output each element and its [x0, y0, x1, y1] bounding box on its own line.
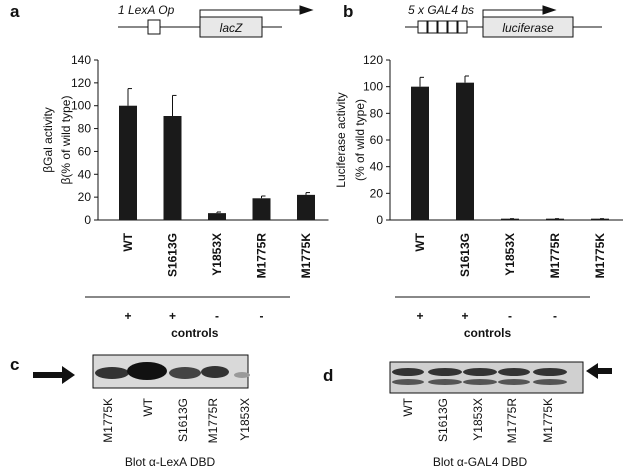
bar	[411, 86, 429, 221]
bar	[119, 105, 137, 220]
control-sign: +	[461, 309, 468, 323]
diagram-b	[405, 5, 602, 38]
promoter-label: 1 LexA Op	[118, 3, 175, 17]
y-tick-label: 100	[363, 80, 383, 94]
y-tick-label: 100	[71, 99, 91, 113]
lane-label: M1775K	[541, 398, 555, 443]
control-sign: +	[416, 309, 423, 323]
promoter-label: 5 x GAL4 bs	[408, 3, 474, 17]
y-tick-label: 80	[370, 106, 384, 120]
lane-label: S1613G	[176, 398, 190, 442]
x-tick-label: M1775R	[548, 233, 562, 279]
control-sign: -	[553, 309, 557, 323]
x-tick-label: Y1853X	[210, 233, 224, 276]
bar	[252, 198, 271, 220]
bar	[163, 116, 182, 220]
diagram-a	[118, 5, 314, 38]
y-tick-label: 20	[78, 190, 92, 204]
x-tick-label: M1775R	[255, 233, 269, 279]
y-tick-label: 20	[370, 186, 384, 200]
bar	[208, 213, 226, 220]
lane-label: M1775K	[101, 398, 115, 443]
bar	[546, 218, 564, 220]
y-tick-label: 120	[71, 76, 91, 90]
panel-label: c	[10, 355, 19, 374]
control-sign: +	[124, 309, 131, 323]
y-tick-label: 60	[370, 133, 384, 147]
lane-label: Y1853X	[471, 398, 485, 441]
bar	[456, 82, 474, 221]
blot-caption: Blot α-GAL4 DBD	[433, 455, 528, 469]
controls-label: controls	[464, 326, 512, 340]
lane-label: WT	[401, 397, 415, 416]
x-tick-label: Y1853X	[503, 233, 517, 276]
control-sign: -	[215, 309, 219, 323]
y-tick-label: 40	[78, 167, 92, 181]
controls-label: controls	[171, 326, 219, 340]
x-tick-label: WT	[413, 232, 427, 251]
control-sign: +	[169, 309, 176, 323]
control-sign: -	[260, 309, 264, 323]
blot-c	[33, 354, 250, 389]
y-tick-label: 140	[71, 53, 91, 67]
y-axis-label: βGal activity	[41, 107, 55, 173]
lane-label: M1775R	[206, 398, 220, 444]
lane-label: M1775R	[505, 398, 519, 444]
lane-label: S1613G	[436, 398, 450, 442]
blot-caption: Blot α-LexA DBD	[125, 455, 216, 469]
x-tick-label: M1775K	[299, 233, 313, 279]
x-tick-label: WT	[121, 232, 135, 251]
bar	[591, 218, 609, 220]
blot-d	[389, 361, 612, 394]
y-tick-label: 120	[363, 53, 383, 67]
control-sign: -	[508, 309, 512, 323]
x-tick-label: S1613G	[166, 233, 180, 277]
gene-label: luciferase	[502, 21, 554, 35]
lane-label: Y1853X	[238, 398, 252, 441]
bar	[297, 194, 315, 220]
panel-label: a	[10, 2, 20, 21]
gene-label: lacZ	[220, 21, 243, 35]
panel-label: b	[343, 2, 353, 21]
y-axis-label: (% of wild type)	[353, 99, 367, 181]
bar	[501, 218, 519, 220]
y-tick-label: 0	[84, 213, 91, 227]
y-tick-label: 0	[376, 213, 383, 227]
x-tick-label: S1613G	[458, 233, 472, 277]
y-tick-label: 60	[78, 144, 92, 158]
x-tick-label: M1775K	[593, 233, 607, 279]
y-tick-label: 80	[78, 122, 92, 136]
panel-label: d	[323, 366, 333, 385]
y-tick-label: 40	[370, 160, 384, 174]
lane-label: WT	[141, 397, 155, 416]
y-axis-label: Luciferase activity	[334, 92, 348, 187]
y-axis-label: β(% of wild type)	[59, 96, 73, 185]
